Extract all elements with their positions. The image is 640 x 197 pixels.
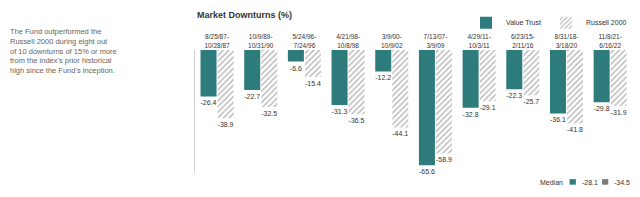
svg-text:Russell 2000: Russell 2000 bbox=[586, 19, 627, 26]
svg-text:-6.6: -6.6 bbox=[290, 65, 302, 72]
svg-text:-36.5: -36.5 bbox=[349, 117, 365, 124]
svg-text:-58.9: -58.9 bbox=[436, 156, 452, 163]
svg-text:8/25/87-10/28/87: 8/25/87-10/28/87 bbox=[204, 33, 230, 48]
svg-text:-41.8: -41.8 bbox=[567, 126, 583, 133]
svg-text:5/24/96-7/24/96: 5/24/96-7/24/96 bbox=[292, 33, 316, 48]
svg-text:-29.1: -29.1 bbox=[480, 104, 496, 111]
svg-text:-65.6: -65.6 bbox=[419, 168, 435, 175]
svg-text:-34.5: -34.5 bbox=[614, 179, 630, 186]
svg-text:-22.3: -22.3 bbox=[506, 92, 522, 99]
svg-text:-38.9: -38.9 bbox=[218, 121, 234, 128]
svg-text:11/8/21-6/16/22: 11/8/21-6/16/22 bbox=[598, 33, 621, 48]
svg-text:7/13/07-3/9/09: 7/13/07-3/9/09 bbox=[424, 33, 448, 48]
svg-text:Median: Median bbox=[540, 179, 563, 186]
svg-text:-44.1: -44.1 bbox=[392, 130, 408, 137]
svg-text:-31.3: -31.3 bbox=[332, 108, 348, 115]
svg-text:-12.2: -12.2 bbox=[375, 74, 391, 81]
svg-text:4/21/98-10/8/98: 4/21/98-10/8/98 bbox=[336, 33, 360, 48]
svg-text:-36.1: -36.1 bbox=[550, 116, 566, 123]
svg-text:The Fund outperformed theRusse: The Fund outperformed theRussell 2000 du… bbox=[10, 27, 117, 75]
svg-text:8/31/18-3/18/20: 8/31/18-3/18/20 bbox=[555, 33, 579, 48]
svg-text:Value Trust: Value Trust bbox=[506, 19, 541, 26]
svg-text:-32.8: -32.8 bbox=[463, 111, 479, 118]
svg-text:-22.7: -22.7 bbox=[244, 93, 260, 100]
svg-text:-29.8: -29.8 bbox=[594, 105, 610, 112]
svg-text:-15.4: -15.4 bbox=[305, 80, 321, 87]
svg-text:4/29/11-10/3/11: 4/29/11-10/3/11 bbox=[467, 33, 490, 48]
svg-text:-28.1: -28.1 bbox=[582, 179, 598, 186]
svg-text:6/23/15-2/11/16: 6/23/15-2/11/16 bbox=[511, 33, 535, 48]
svg-text:Market Downturns (%): Market Downturns (%) bbox=[197, 10, 292, 20]
svg-text:-25.7: -25.7 bbox=[523, 98, 539, 105]
svg-text:3/9/00-10/9/02: 3/9/00-10/9/02 bbox=[381, 33, 403, 48]
svg-text:-31.9: -31.9 bbox=[611, 109, 627, 116]
svg-text:-32.5: -32.5 bbox=[261, 110, 277, 117]
svg-text:10/9/89-10/31/90: 10/9/89-10/31/90 bbox=[248, 33, 274, 48]
svg-text:-26.4: -26.4 bbox=[201, 99, 217, 106]
